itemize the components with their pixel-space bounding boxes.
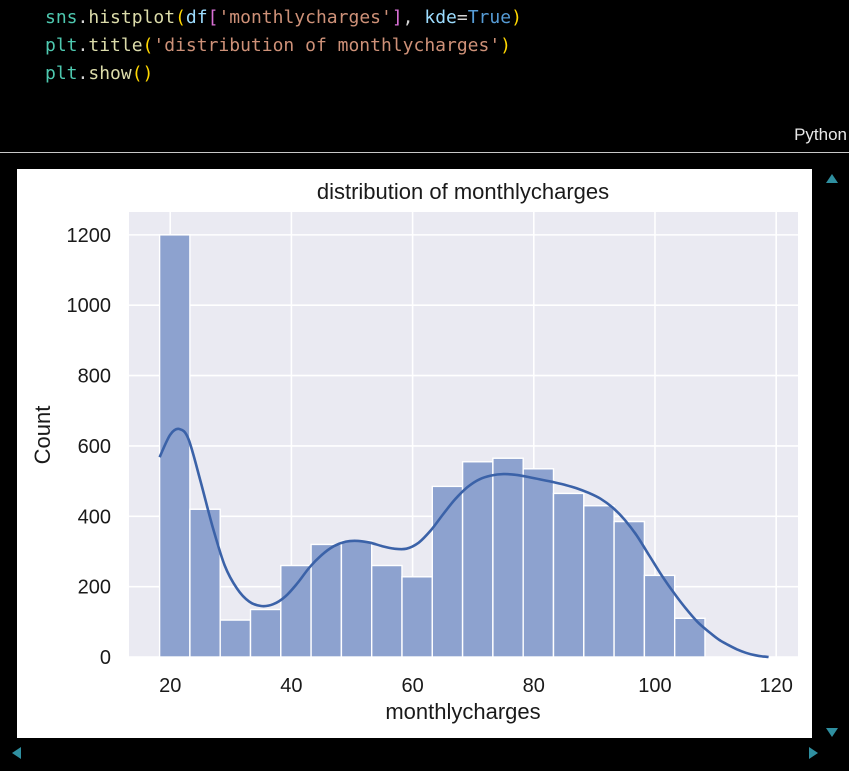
code-token: plt bbox=[45, 35, 78, 56]
code-token: , bbox=[402, 7, 425, 28]
code-token: 'monthlycharges' bbox=[218, 7, 392, 28]
histogram-bar bbox=[492, 457, 524, 658]
code-token: [ bbox=[207, 7, 219, 28]
code-line[interactable]: plt.show() bbox=[45, 60, 522, 88]
code-token: sns bbox=[45, 7, 78, 28]
code-token: . bbox=[77, 7, 89, 28]
code-token: histplot bbox=[88, 7, 176, 28]
x-tick-labels: 20 40 60 80 100 120 bbox=[159, 675, 793, 697]
kde-curve bbox=[158, 427, 769, 659]
code-cell[interactable]: sns.histplot(df['monthlycharges'], kde=T… bbox=[0, 0, 849, 152]
histogram-bar bbox=[431, 485, 464, 658]
code-token: show bbox=[88, 63, 132, 84]
histogram-bar bbox=[340, 540, 373, 658]
histogram-bar bbox=[189, 508, 221, 658]
histogram-bar bbox=[613, 520, 646, 658]
histogram-bar bbox=[522, 468, 555, 658]
y-tick-label: 1200 bbox=[67, 225, 112, 247]
scroll-left-icon[interactable] bbox=[12, 747, 21, 759]
chart-title: distribution of monthlycharges bbox=[317, 179, 609, 204]
histogram-bar bbox=[461, 461, 494, 658]
code-line[interactable]: sns.histplot(df['monthlycharges'], kde=T… bbox=[45, 4, 522, 32]
language-label[interactable]: Python bbox=[794, 125, 847, 144]
x-tick-label: 120 bbox=[759, 675, 792, 697]
y-tick-label: 0 bbox=[100, 647, 111, 669]
x-tick-label: 100 bbox=[638, 675, 671, 697]
x-axis-label: monthlycharges bbox=[385, 699, 540, 724]
histogram-bar bbox=[310, 543, 343, 658]
histogram-bar bbox=[280, 564, 312, 658]
code-token: kde bbox=[424, 7, 457, 28]
y-tick-label: 400 bbox=[78, 506, 111, 528]
histogram-bar bbox=[370, 564, 403, 658]
code-token: ( bbox=[142, 35, 154, 56]
code-token: = bbox=[456, 7, 468, 28]
scroll-up-icon[interactable] bbox=[826, 174, 838, 183]
histogram-bar bbox=[583, 505, 615, 658]
code-line[interactable]: plt.title('distribution of monthlycharge… bbox=[45, 32, 522, 60]
scroll-right-icon[interactable] bbox=[809, 747, 818, 759]
code-token: ) bbox=[500, 35, 512, 56]
histogram-chart: 0 200 400 600 800 1000 1200 20 40 60 80 100 120 dis… bbox=[30, 179, 798, 724]
x-tick-label: 40 bbox=[280, 675, 302, 697]
code-editor[interactable]: sns.histplot(df['monthlycharges'], kde=T… bbox=[45, 4, 522, 88]
y-axis-label: Count bbox=[30, 406, 55, 465]
x-tick-label: 80 bbox=[523, 675, 545, 697]
code-token: ] bbox=[391, 7, 403, 28]
code-token: () bbox=[131, 63, 154, 84]
plot-output: 0 200 400 600 800 1000 1200 20 40 60 80 100 120 dis… bbox=[17, 169, 812, 738]
y-tick-label: 800 bbox=[78, 366, 111, 388]
code-token: 'distribution of monthlycharges' bbox=[153, 35, 501, 56]
y-tick-label: 200 bbox=[78, 577, 111, 599]
code-token: title bbox=[88, 35, 143, 56]
histogram-bar bbox=[552, 492, 585, 658]
code-token: plt bbox=[45, 63, 78, 84]
histogram-bar bbox=[249, 608, 282, 658]
code-token: . bbox=[77, 35, 89, 56]
x-tick-label: 60 bbox=[401, 675, 423, 697]
histogram-bar bbox=[219, 619, 252, 658]
histogram-bar bbox=[401, 576, 433, 658]
code-token: ) bbox=[511, 7, 522, 28]
code-token: . bbox=[77, 63, 89, 84]
code-token: df bbox=[185, 7, 208, 28]
code-token: True bbox=[467, 7, 512, 28]
cell-divider bbox=[0, 152, 849, 153]
scroll-down-icon[interactable] bbox=[826, 728, 838, 737]
x-tick-label: 20 bbox=[159, 675, 181, 697]
y-tick-label: 1000 bbox=[67, 295, 112, 317]
y-tick-label: 600 bbox=[78, 436, 111, 458]
y-tick-labels: 0 200 400 600 800 1000 1200 bbox=[67, 225, 112, 669]
code-token: ( bbox=[175, 7, 186, 28]
